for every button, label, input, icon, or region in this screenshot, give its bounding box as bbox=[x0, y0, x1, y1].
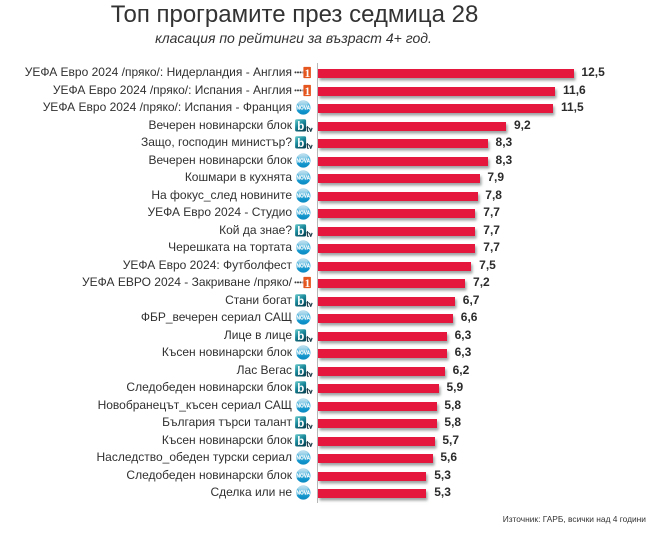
svg-text:b: b bbox=[297, 226, 304, 237]
svg-text:b: b bbox=[297, 138, 304, 149]
svg-text:b: b bbox=[297, 366, 304, 377]
svg-text:NOVA: NOVA bbox=[297, 316, 311, 322]
svg-text:NOVA: NOVA bbox=[297, 193, 311, 199]
svg-text:NOVA: NOVA bbox=[297, 263, 311, 269]
svg-text:NOVA: NOVA bbox=[297, 456, 311, 462]
svg-text:NOVA: NOVA bbox=[297, 176, 311, 182]
svg-text:NOVA: NOVA bbox=[297, 246, 311, 252]
svg-text:NOVA: NOVA bbox=[297, 473, 311, 479]
svg-text:b: b bbox=[297, 331, 304, 342]
svg-text:b: b bbox=[297, 436, 304, 447]
svg-text:1: 1 bbox=[305, 84, 311, 96]
svg-text:NOVA: NOVA bbox=[297, 211, 311, 217]
svg-text:NOVA: NOVA bbox=[297, 351, 311, 357]
svg-text:1: 1 bbox=[305, 277, 311, 289]
svg-text:NOVA: NOVA bbox=[297, 158, 311, 164]
svg-text:NOVA: NOVA bbox=[297, 403, 311, 409]
svg-text:NOVA: NOVA bbox=[297, 106, 311, 112]
svg-text:b: b bbox=[297, 121, 304, 132]
svg-text:b: b bbox=[297, 296, 304, 307]
svg-text:NOVA: NOVA bbox=[297, 491, 311, 497]
svg-text:b: b bbox=[297, 418, 304, 429]
svg-text:1: 1 bbox=[305, 67, 311, 79]
svg-text:b: b bbox=[297, 383, 304, 394]
